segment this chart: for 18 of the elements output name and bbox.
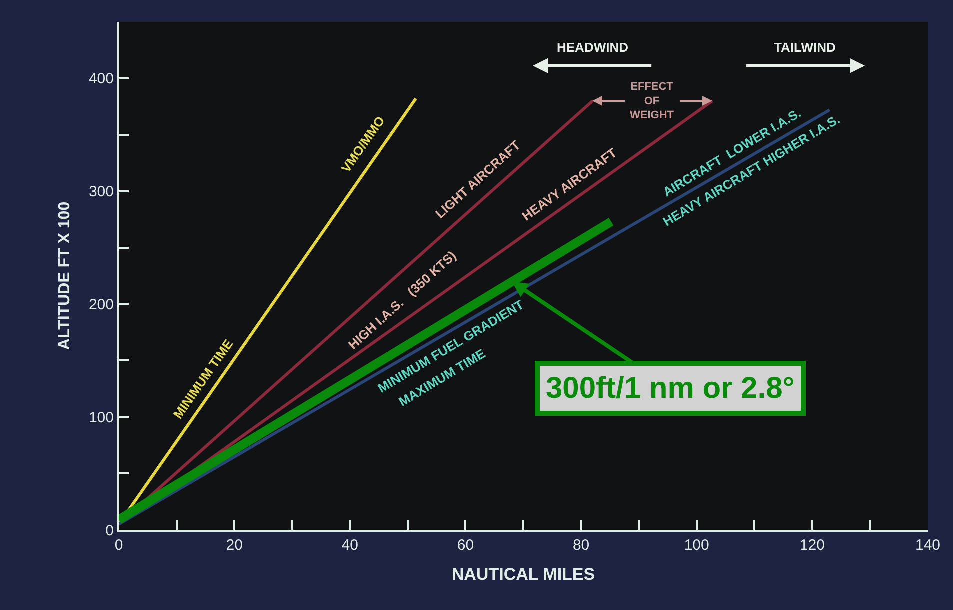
annotation: TAILWIND	[774, 40, 836, 55]
x-axis-title: NAUTICAL MILES	[452, 564, 596, 584]
y-tick-label: 200	[88, 296, 114, 314]
y-tick-label: 400	[88, 70, 114, 88]
x-tick-label: 60	[457, 537, 474, 554]
x-tick-label: 140	[915, 537, 941, 554]
y-tick-label: 300	[88, 184, 114, 201]
y-axis-title: ALTITUDE FT X 100	[56, 202, 74, 350]
annotation: HEADWIND	[557, 40, 628, 55]
x-tick-label: 20	[226, 537, 243, 554]
x-tick-label: 40	[342, 537, 358, 554]
x-tick-label: 100	[684, 537, 710, 554]
annotation: EFFECT OF WEIGHT	[630, 81, 674, 122]
y-tick-label: 0	[106, 522, 114, 540]
x-tick-label: 80	[572, 537, 590, 554]
y-tick-label: 100	[88, 409, 114, 426]
x-tick-label: 120	[800, 537, 825, 554]
annotation: 300ft/1 nm or 2.8°	[546, 372, 795, 405]
